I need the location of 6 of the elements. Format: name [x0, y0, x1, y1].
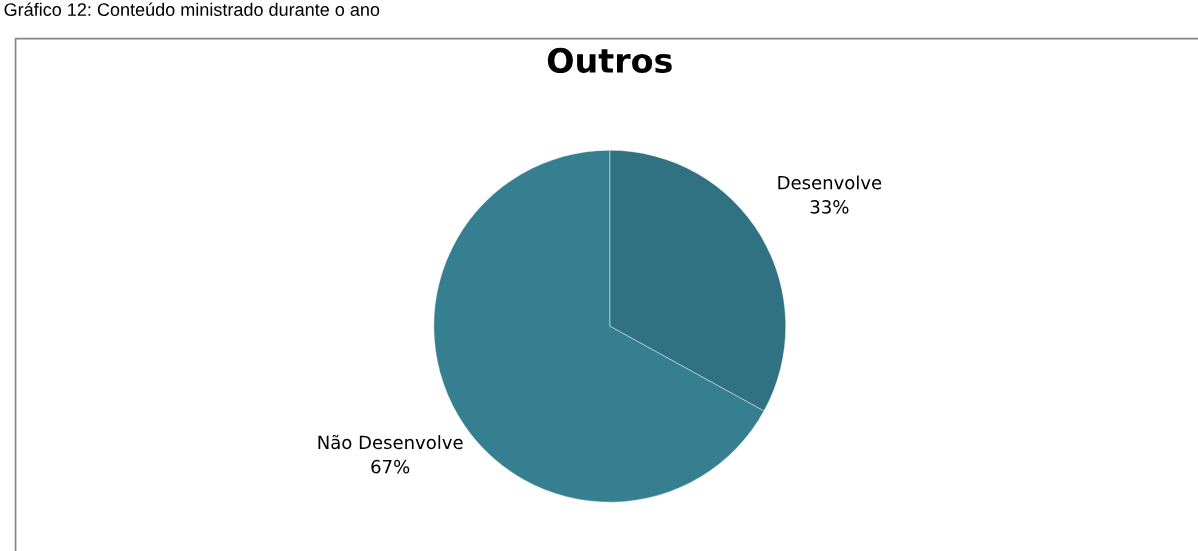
slice-label: Não Desenvolve	[318, 434, 463, 450]
chart-title: Outros	[547, 47, 672, 74]
data-label: 33%	[810, 200, 849, 214]
text: Gráfico 12: Conteúdo ministrado durante o ano	[4, 2, 380, 17]
data-label: 67%	[371, 459, 410, 474]
slice-label: Desenvolve	[778, 175, 882, 190]
